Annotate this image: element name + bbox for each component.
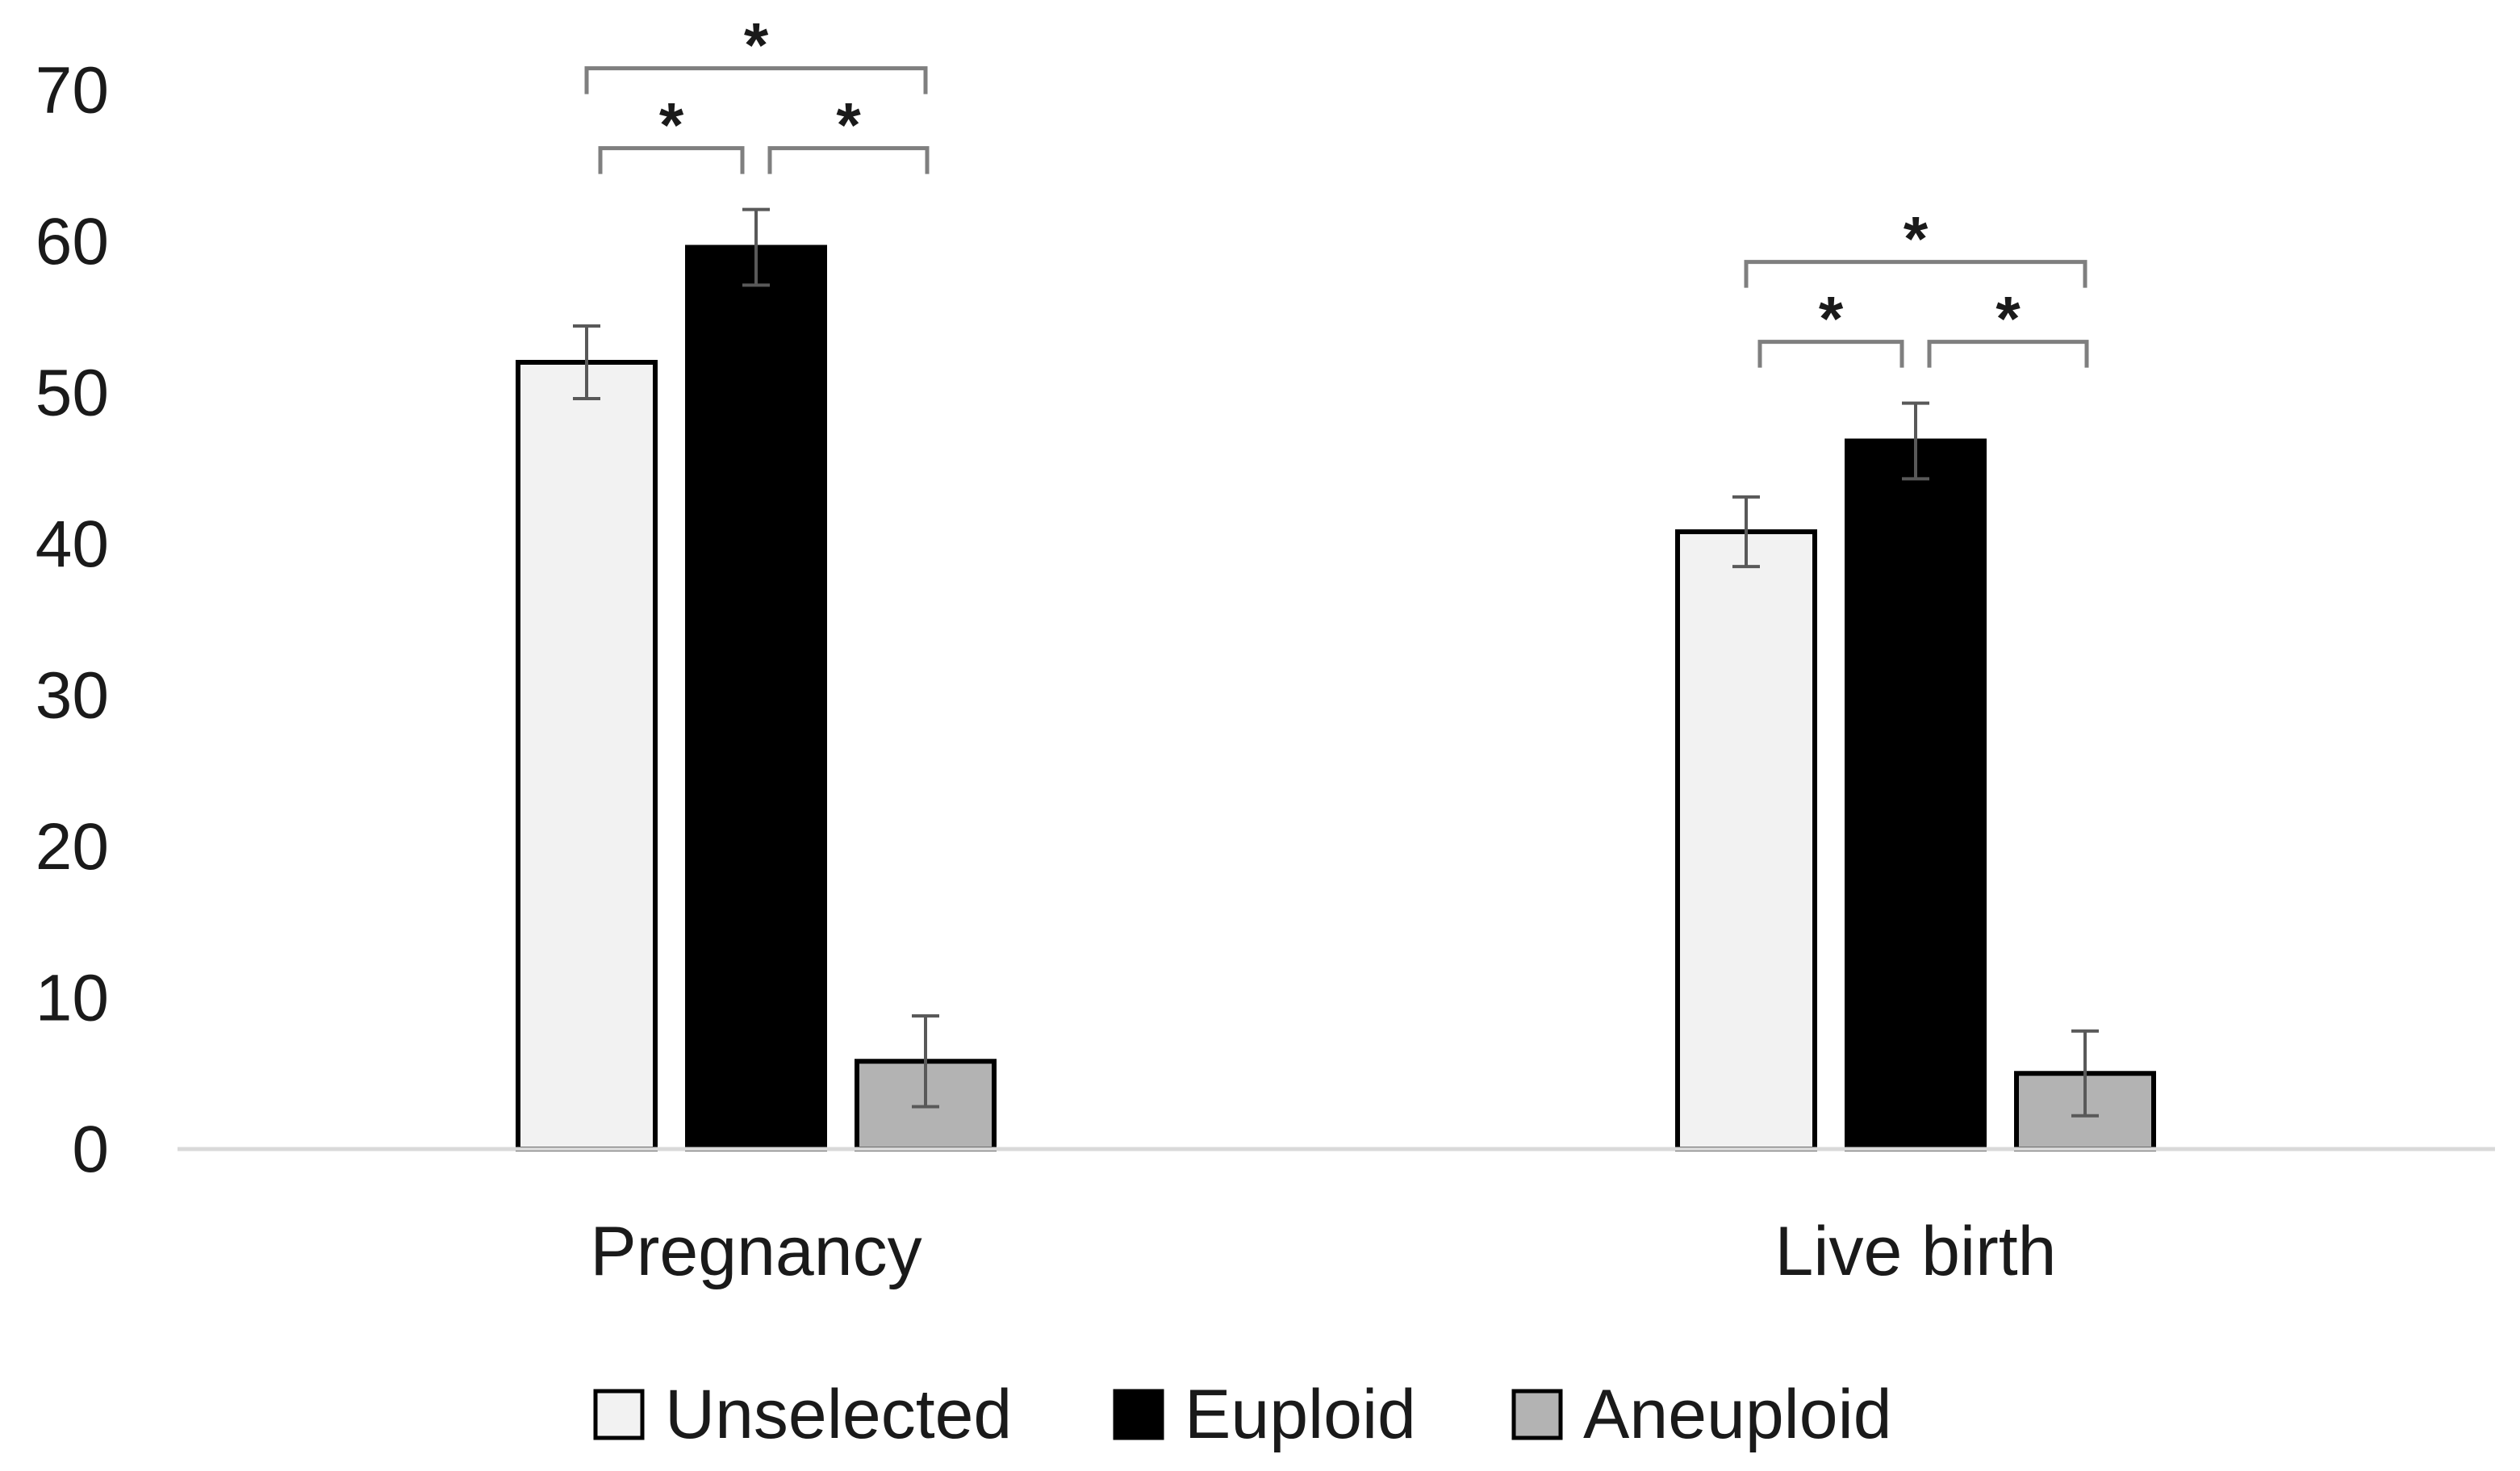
bar-unselected: [516, 360, 658, 1151]
bar-euploid: [1845, 438, 1987, 1151]
x-tick-label: Pregnancy: [590, 1213, 921, 1290]
significance-asterisk: *: [1819, 283, 1844, 354]
legend-swatch-aneuploid: [1511, 1389, 1563, 1440]
y-tick-label: 20: [36, 810, 109, 884]
significance-asterisk: *: [744, 10, 769, 81]
significance-asterisk: *: [659, 90, 684, 161]
legend-label-euploid: Euploid: [1185, 1376, 1416, 1453]
y-tick-label: 40: [36, 508, 109, 581]
legend: Unselected Euploid Aneuploid: [593, 1376, 1892, 1453]
legend-label-unselected: Unselected: [665, 1376, 1012, 1453]
significance-bracket: [584, 66, 928, 94]
significance-asterisk: *: [836, 90, 861, 161]
y-axis-ticks: 0 10 20 30 40 50 60 70: [36, 54, 109, 1187]
y-tick-label: 70: [36, 54, 109, 127]
significance-bracket: [598, 146, 745, 174]
y-tick-label: 30: [36, 659, 109, 733]
error-bars: [573, 207, 2099, 1118]
x-axis-labels: Pregnancy Live birth: [590, 1213, 2056, 1290]
bar-unselected: [1675, 529, 1817, 1151]
x-tick-label: Live birth: [1775, 1213, 2057, 1290]
bar-euploid: [685, 244, 827, 1151]
y-tick-label: 60: [36, 205, 109, 278]
bars: [516, 244, 2156, 1151]
significance-asterisk: *: [1904, 203, 1929, 274]
significance-bracket: [1927, 340, 2089, 368]
y-tick-label: 50: [36, 357, 109, 430]
significance-bracket: [1757, 340, 1904, 368]
legend-label-aneuploid: Aneuploid: [1583, 1376, 1892, 1453]
y-tick-label: 10: [36, 962, 109, 1035]
legend-swatch-unselected: [593, 1389, 645, 1440]
significance-asterisk: *: [1996, 283, 2021, 354]
significance-bracket: [1744, 260, 2087, 288]
significance-bracket: [767, 146, 930, 174]
significance-brackets: * * * * * *: [584, 10, 2089, 368]
legend-swatch-euploid: [1113, 1389, 1164, 1440]
y-tick-label: 0: [72, 1113, 109, 1186]
